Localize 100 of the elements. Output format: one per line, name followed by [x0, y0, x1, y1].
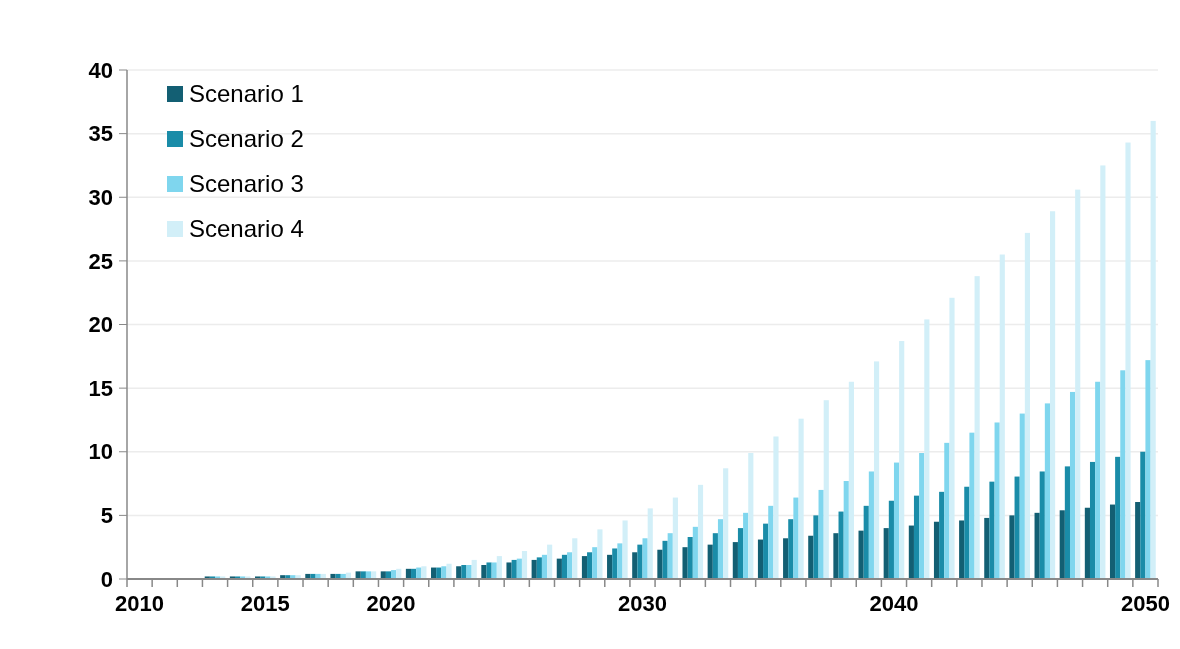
bar — [662, 540, 668, 579]
x-tick-label: 2015 — [240, 591, 290, 616]
bar — [818, 489, 824, 579]
bar — [567, 552, 573, 579]
bar — [1100, 165, 1106, 579]
bar — [933, 521, 940, 579]
bar — [1039, 471, 1045, 579]
bar — [687, 537, 693, 579]
bar — [959, 520, 965, 579]
bar — [1019, 413, 1025, 579]
bar — [561, 554, 568, 579]
bar — [717, 519, 724, 579]
x-tick-label: 2010 — [115, 591, 165, 616]
bar — [1125, 142, 1131, 579]
bar — [893, 462, 900, 579]
x-tick-label: 2030 — [618, 591, 667, 616]
bar — [587, 552, 593, 579]
bar — [365, 571, 372, 579]
bar — [290, 575, 296, 579]
bar — [1095, 381, 1101, 579]
bar — [838, 511, 844, 579]
bar — [1145, 360, 1151, 579]
bar — [913, 495, 920, 579]
bar — [873, 361, 880, 579]
bar — [974, 276, 980, 579]
bar — [421, 566, 427, 579]
bar — [908, 525, 914, 579]
bar — [949, 297, 955, 579]
bar — [944, 442, 950, 579]
bar — [712, 533, 718, 579]
bar — [899, 341, 905, 579]
bar — [556, 558, 562, 579]
bar — [757, 539, 764, 579]
bar — [572, 538, 578, 579]
bar — [1034, 512, 1040, 579]
bar — [999, 254, 1005, 579]
bar — [697, 484, 704, 579]
bar — [989, 481, 995, 579]
bar — [924, 319, 930, 579]
bar — [748, 453, 754, 579]
bar — [964, 486, 970, 579]
bar — [632, 552, 638, 579]
bar — [773, 436, 779, 579]
bar — [763, 523, 769, 579]
bar — [310, 573, 316, 579]
y-tick-label: 10 — [88, 439, 113, 465]
bar — [330, 573, 336, 579]
bar — [692, 526, 698, 579]
bar — [667, 533, 673, 579]
bar — [541, 554, 548, 579]
bar — [1044, 403, 1050, 579]
x-tick-label: 2040 — [869, 591, 919, 616]
legend-label: Scenario 1 — [189, 80, 304, 108]
bar — [597, 529, 603, 579]
bar — [1135, 502, 1141, 579]
bar — [1084, 507, 1090, 579]
bar — [607, 554, 613, 579]
bar — [833, 533, 839, 579]
bar — [843, 481, 849, 579]
bar — [547, 544, 553, 579]
bar — [808, 535, 814, 579]
bar — [270, 576, 276, 579]
bar — [1069, 391, 1076, 579]
bar — [491, 562, 497, 579]
bar — [360, 571, 366, 579]
bar — [1150, 120, 1156, 579]
bar — [723, 468, 729, 579]
bar — [592, 547, 598, 579]
bar — [1075, 189, 1081, 579]
legend-label: Scenario 4 — [189, 215, 304, 243]
bar — [506, 562, 512, 579]
bar — [521, 551, 528, 579]
bar — [798, 418, 804, 579]
bar — [883, 528, 889, 579]
y-tick-label: 15 — [88, 375, 113, 401]
bar — [1109, 504, 1116, 579]
bar — [858, 530, 864, 579]
bar — [939, 491, 945, 579]
bar — [441, 566, 447, 579]
bar — [732, 542, 738, 579]
bar — [617, 543, 623, 579]
bar — [461, 565, 467, 579]
bar — [355, 571, 361, 579]
bar — [994, 422, 1000, 579]
bar — [581, 556, 588, 579]
bar — [888, 500, 894, 579]
y-tick-label: 5 — [100, 503, 113, 529]
bar — [863, 505, 869, 579]
y-tick-label: 0 — [100, 566, 113, 592]
bar — [783, 538, 789, 579]
bar — [466, 565, 472, 579]
bar — [682, 547, 688, 579]
legend-label: Scenario 3 — [189, 170, 304, 198]
bar — [446, 563, 452, 579]
bar — [919, 453, 925, 579]
bar — [371, 571, 377, 579]
bar — [707, 544, 713, 579]
bar — [486, 562, 492, 579]
bar — [984, 517, 990, 579]
bar — [380, 571, 386, 579]
